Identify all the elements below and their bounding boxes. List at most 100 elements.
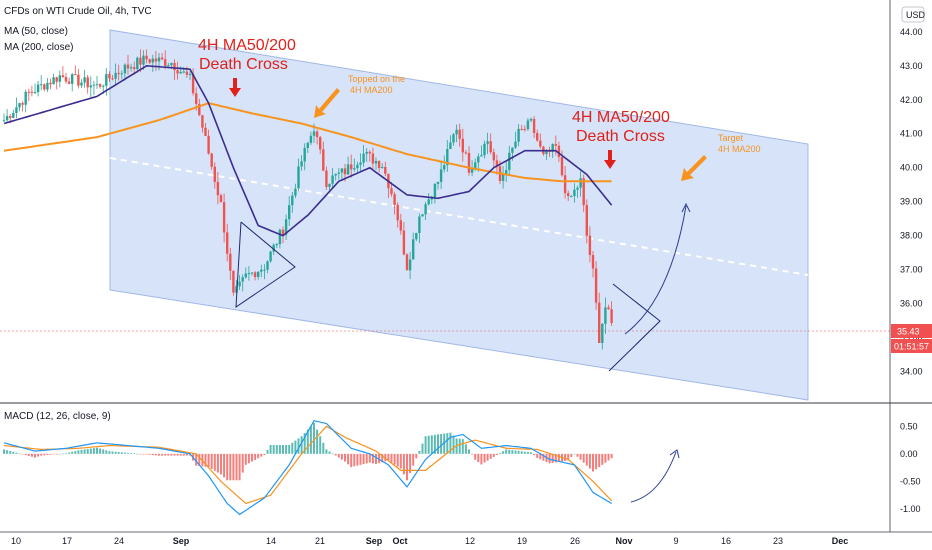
candle-body: [412, 239, 415, 260]
candle-body: [71, 74, 74, 84]
histogram-bar: [52, 453, 55, 455]
histogram-bar: [148, 453, 151, 455]
ma200-legend[interactable]: MA (200, close): [4, 42, 73, 53]
candle-body: [15, 107, 18, 113]
macd-signal-line[interactable]: [3, 425, 613, 505]
histogram-bar: [130, 453, 133, 454]
candle-body: [18, 103, 21, 108]
ma50-line[interactable]: [3, 64, 613, 237]
histogram-bar: [570, 453, 573, 458]
candle-body: [291, 195, 294, 206]
candle-body: [374, 160, 378, 164]
histogram-bar: [170, 453, 173, 456]
histogram-bar: [96, 447, 98, 454]
macd-histogram: [3, 422, 613, 481]
candle-body: [176, 70, 179, 74]
candle-body: [108, 74, 111, 79]
histogram-bar: [399, 453, 402, 469]
histogram-bar: [235, 453, 238, 481]
currency-label: USD: [906, 10, 926, 20]
histogram-bar: [254, 453, 257, 460]
candle-body: [24, 91, 27, 105]
macd-tick-label: -1.00: [900, 504, 921, 514]
macd-axis[interactable]: -1.00 -0.50 0.00 0.50: [900, 421, 921, 514]
candle-body: [573, 189, 576, 196]
price-tick-label: 34.00: [900, 367, 923, 377]
histogram-bar: [508, 449, 511, 454]
candle-body: [297, 166, 300, 189]
histogram-bar: [133, 453, 136, 454]
histogram-bar: [334, 453, 337, 456]
ma200-line[interactable]: [3, 102, 612, 183]
candle-body: [284, 219, 288, 235]
histogram-bar: [449, 432, 452, 454]
triangle-pattern-sep[interactable]: [235, 221, 296, 308]
histogram-bar: [375, 453, 377, 465]
candle-body: [446, 149, 449, 166]
macd-tick-label: 0.50: [900, 421, 918, 431]
candle-body: [585, 205, 588, 236]
candle-body: [142, 55, 145, 65]
candle-body: [5, 116, 9, 121]
histogram-bar: [443, 433, 446, 454]
candle-body: [598, 302, 601, 343]
histogram-bar: [179, 453, 182, 456]
macd-line[interactable]: [3, 420, 612, 516]
histogram-bar: [610, 453, 613, 459]
candle-body: [226, 232, 229, 254]
histogram-bar: [257, 453, 260, 459]
histogram-bar: [477, 453, 480, 463]
histogram-bar: [427, 435, 430, 454]
histogram-bar: [3, 449, 5, 454]
pointer-arrow-icon: [314, 88, 340, 118]
down-arrow-icon: [604, 150, 616, 169]
ma50-legend[interactable]: MA (50, close): [4, 26, 68, 37]
candle-body: [269, 251, 272, 262]
histogram-bar: [588, 453, 591, 469]
candle-body: [129, 67, 133, 69]
time-tick-label: 10: [11, 536, 21, 546]
histogram-bar: [502, 451, 505, 454]
time-tick-label: 19: [517, 536, 527, 546]
histogram-bar: [30, 453, 33, 457]
triangle-pattern-oct[interactable]: [608, 283, 661, 372]
histogram-bar: [117, 452, 120, 454]
candle-body: [213, 166, 216, 182]
candle-body: [133, 67, 136, 70]
histogram-bar: [458, 438, 461, 454]
histogram-bar: [542, 453, 545, 461]
time-axis[interactable]: 10 17 24 Sep 14 21 Sep Oct 12 19 26 Nov 9 16 23 Dec: [11, 536, 848, 546]
histogram-bar: [557, 453, 560, 462]
candle-body: [188, 73, 192, 75]
candle-body: [319, 137, 322, 150]
candle-body: [210, 153, 213, 167]
histogram-bar: [238, 453, 241, 481]
histogram-bar: [582, 453, 585, 463]
histogram-bar: [49, 453, 52, 455]
macd-tick-label: 0.00: [900, 449, 918, 459]
price-tick-label: 37.00: [900, 265, 923, 275]
descending-channel[interactable]: [109, 29, 809, 401]
candle-body: [111, 78, 114, 80]
candle-body: [303, 148, 306, 162]
histogram-bar: [328, 451, 331, 454]
histogram-bar: [359, 453, 362, 465]
histogram-bar: [499, 453, 501, 454]
candle-body: [139, 57, 142, 65]
macd-projection-arrow: [630, 451, 677, 503]
candle-body: [219, 195, 223, 203]
macd-pane[interactable]: [0, 404, 890, 530]
histogram-bar: [402, 453, 405, 475]
currency-button[interactable]: [901, 6, 925, 23]
time-tick-label: Oct: [392, 536, 407, 546]
histogram-bar: [337, 453, 340, 458]
candle-body: [343, 168, 347, 175]
histogram-bar: [300, 436, 303, 454]
histogram-bar: [167, 453, 170, 456]
candle-body: [52, 77, 55, 85]
histogram-bar: [316, 429, 319, 454]
time-tick-label: Sep: [366, 536, 383, 546]
macd-legend[interactable]: MACD (12, 26, close, 9): [4, 411, 111, 422]
candle-body: [563, 175, 567, 194]
